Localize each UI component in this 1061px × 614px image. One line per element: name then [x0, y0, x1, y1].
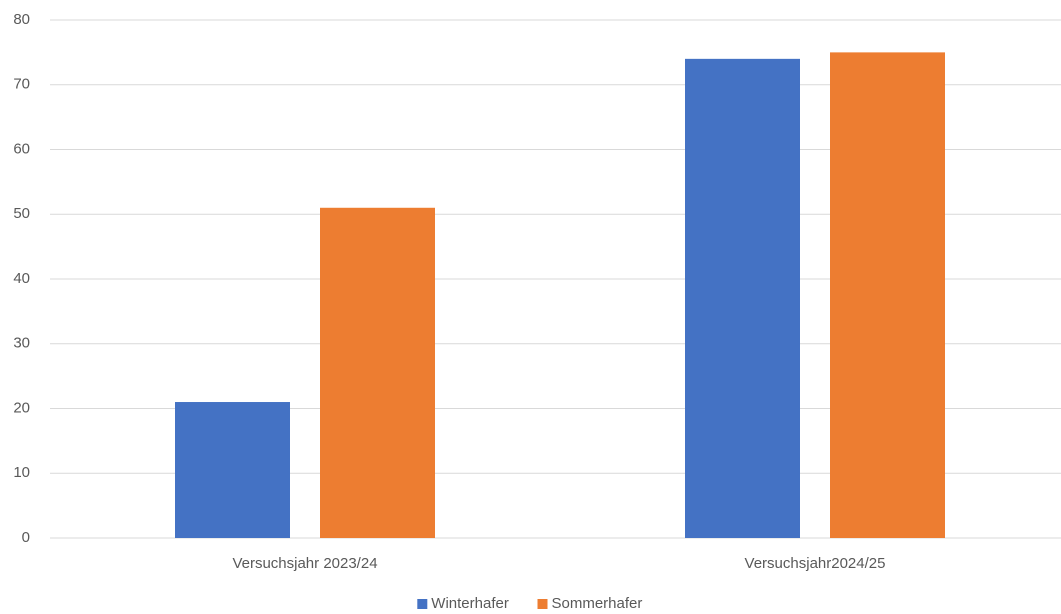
- y-tick-label: 50: [13, 205, 30, 222]
- y-tick-label: 40: [13, 270, 30, 287]
- bar: [175, 402, 290, 538]
- y-tick-label: 30: [13, 335, 30, 352]
- y-tick-label: 70: [13, 76, 30, 93]
- legend-label: Winterhafer: [431, 595, 509, 612]
- legend-swatch: [537, 599, 548, 609]
- y-tick-label: 20: [13, 399, 30, 416]
- bar: [685, 58, 800, 538]
- bar: [830, 52, 945, 538]
- x-tick-label: Versuchsjahr2024/25: [745, 555, 886, 572]
- y-tick-label: 60: [13, 140, 30, 157]
- y-tick-label: 0: [22, 529, 30, 546]
- y-tick-label: 80: [13, 11, 30, 28]
- legend-label: Sommerhafer: [552, 595, 643, 612]
- x-tick-label: Versuchsjahr 2023/24: [232, 555, 377, 572]
- legend-swatch: [417, 599, 428, 609]
- bar: [320, 207, 435, 538]
- y-tick-label: 10: [13, 464, 30, 481]
